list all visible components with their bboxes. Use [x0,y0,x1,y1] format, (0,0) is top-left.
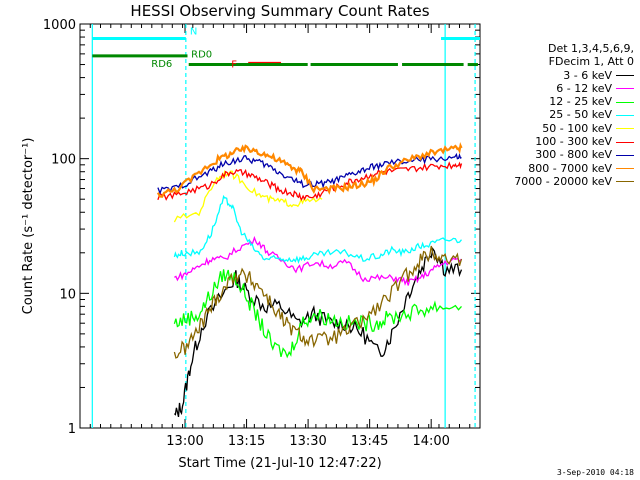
series-line-1 [173,247,463,418]
legend-label: 100 - 300 keV [535,135,612,149]
series-line-3 [173,269,462,359]
legend-swatch [616,114,634,116]
legend-entry: 300 - 800 keV [484,148,634,161]
x-axis-label: Start Time (21-Jul-10 12:47:22) [178,456,381,471]
legend-label: 50 - 100 keV [542,121,612,135]
x-tick-label: 13:00 [166,434,203,449]
legend-entry: 800 - 7000 keV [484,162,634,175]
legend-swatch [616,88,634,90]
x-tick-label: 14:00 [412,434,449,449]
series-line-5 [173,169,323,223]
legend-swatch [616,101,634,103]
series-line-9 [173,245,463,359]
series-line-8 [156,142,463,198]
legend-header-fdecim: FDecim 1, Att 0 [548,55,634,69]
x-tick-label: 13:45 [351,434,388,449]
legend-entry: 3 - 6 keV [484,69,634,82]
y-tick-label: 1000 [43,18,76,33]
legend-label: 25 - 50 keV [549,108,612,122]
legend-entry: 6 - 12 keV [484,82,634,95]
legend-label: 12 - 25 keV [549,95,612,109]
legend-rows: 3 - 6 keV 6 - 12 keV 12 - 25 keV 25 - 50 ke… [484,69,634,189]
plot-frame [79,23,481,429]
legend-entry: 100 - 300 keV [484,135,634,148]
legend-entry: 25 - 50 keV [484,108,634,121]
legend-swatch [616,154,634,156]
flag-label: RD6 [151,59,172,70]
chart-title: HESSI Observing Summary Count Rates [130,2,430,20]
y-tick-label: 1 [68,422,76,437]
legend-label: 6 - 12 keV [556,81,612,95]
legend-entry: 7000 - 20000 keV [484,175,634,188]
y-axis-label: Count Rate (s⁻¹ detector⁻¹) [21,138,36,315]
y-tick-label: 100 [51,153,76,168]
legend-entry: 50 - 100 keV [484,122,634,135]
legend-swatch [616,128,634,130]
legend-label: 3 - 6 keV [563,68,612,82]
legend: Det 1,3,4,5,6,9, FDecim 1, Att 0 3 - 6 k… [484,42,634,188]
series-line-6 [157,161,463,201]
x-tick-label: 13:30 [289,434,326,449]
series-line-4 [173,194,463,264]
legend-label: 800 - 7000 keV [528,161,612,175]
y-tick-label: 10 [59,287,76,302]
flag-label: F [231,59,237,70]
legend-swatch [616,141,634,143]
legend-swatch [616,75,634,77]
legend-header-detectors: Det 1,3,4,5,6,9, [547,42,634,55]
legend-label: 7000 - 20000 keV [514,174,612,188]
x-tick-label: 13:15 [228,434,265,449]
legend-swatch [616,168,634,170]
plot-timestamp: 3-Sep-2010 04:18 [556,468,634,477]
series-line-7 [157,152,462,195]
flag-label: N [190,27,197,38]
series-line-2 [174,235,462,286]
legend-entry: 12 - 25 keV [484,95,634,108]
flag-label: RD0 [191,50,212,61]
legend-label: 300 - 800 keV [535,148,612,162]
legend-swatch [616,181,634,183]
